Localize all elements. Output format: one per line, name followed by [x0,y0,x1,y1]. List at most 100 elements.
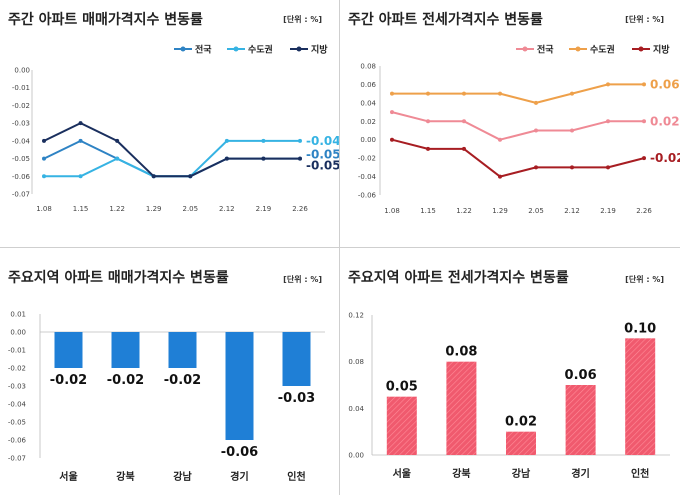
legend-label-1: 수도권 [248,44,273,56]
bar-value-label-0: 0.05 [386,380,418,395]
series-point-1 [642,82,646,87]
y-tick-label: -0.04 [8,401,27,409]
legend-swatch-dot-1 [233,46,239,52]
y-tick-label: -0.02 [12,102,30,110]
y-tick-label: -0.07 [12,191,30,199]
series-point-1 [261,138,266,143]
jeonse-regional-svg: 주요지역 아파트 전세가격지수 변동률 [단위 : %] 0.120.080.0… [348,269,670,480]
y-tick-label: -0.03 [8,383,26,391]
y-tick-label: -0.02 [8,365,26,373]
bar-value-label-3: -0.06 [221,445,258,460]
series-point-2 [390,137,394,142]
y-tick-label: 0.02 [360,118,376,126]
series-point-1 [390,91,394,96]
y-tick-label: -0.04 [358,173,377,181]
sale-regional-svg: 주요지역 아파트 매매가격지수 변동률 [단위 : %] 0.01 0.00 -0.… [8,269,325,483]
series-point-1 [606,82,610,87]
x-tick-label: 2.05 [528,207,544,215]
bar-0 [54,332,83,368]
series-point-0 [642,119,646,124]
bar-2 [168,332,197,368]
series-point-1 [570,91,574,96]
bar-2 [506,431,536,455]
x-axis: 1.08 1.15 1.22 1.29 2.05 2.12 2.19 2.26 [36,205,308,213]
series-point-1 [498,91,502,96]
x-category-label: 경기 [571,467,589,480]
legend-label-1: 수도권 [590,44,615,56]
series-point-1 [42,174,46,179]
y-axis: 0.00 -0.01 -0.02 -0.03 -0.04 -0.05 -0.06 -0.07 [12,67,33,199]
bar-0 [386,396,417,455]
x-category-label: 강북 [116,470,134,483]
bar-value-label-0: -0.02 [50,373,87,388]
sale-weekly-svg: 주간 아파트 매매가격지수 변동률 [단위 : %] 전국 수도권 지방 0.00 -… [8,11,339,213]
series-point-2 [224,156,229,161]
bar-value-label-2: -0.02 [164,373,201,388]
y-tick-label: 0.08 [360,63,376,71]
series-point-0 [606,119,610,124]
bars-group: 0.05 0.08 0.02 0.06 0.10 [386,321,656,455]
end-labels: -0.05-0.04-0.05 [306,134,339,173]
y-tick-label: -0.03 [12,120,30,128]
unit-label: [단위 : %] [625,14,664,24]
x-tick-label: 2.19 [256,205,272,213]
bar-value-label-1: -0.02 [107,373,144,388]
horizontal-divider [0,247,680,248]
y-tick-label: -0.01 [8,347,26,355]
end-label-2: -0.05 [306,159,339,173]
series-point-1 [534,100,538,105]
y-tick-label: 0.00 [348,452,364,460]
series-point-0 [42,156,46,161]
x-tick-label: 1.15 [420,207,436,215]
y-tick-label: 0.08 [348,358,364,366]
series-point-2 [261,156,266,161]
x-axis: 서울 강북 강남 경기 인천 [393,467,650,480]
series-point-1 [298,138,302,143]
series-point-1 [115,156,120,161]
x-tick-label: 1.08 [36,205,52,213]
series-point-2 [426,146,430,151]
series-point-2 [462,146,466,151]
series-point-2 [498,174,502,179]
x-category-label: 강북 [452,467,470,480]
y-tick-label: -0.02 [358,155,376,163]
legend-swatch-dot-0 [522,46,528,52]
end-label-2: -0.02 [650,151,680,165]
series-group [390,82,646,179]
chart-title: 주간 아파트 전세가격지수 변동률 [348,11,543,28]
y-tick-label: -0.05 [8,419,26,427]
y-tick-label: 0.00 [14,67,30,75]
x-tick-label: 1.29 [146,205,162,213]
chart-title: 주간 아파트 매매가격지수 변동률 [8,11,203,28]
unit-label: [단위 : %] [283,14,322,24]
y-tick-label: -0.05 [12,155,30,163]
legend-label-0: 전국 [537,44,554,56]
series-point-0 [570,128,574,133]
y-tick-label: -0.07 [8,455,26,463]
series-line-2 [391,138,645,178]
y-tick-label: 0.12 [348,312,364,320]
bar-value-label-4: 0.10 [624,321,656,336]
x-tick-label: 1.15 [73,205,89,213]
series-point-2 [115,138,120,143]
series-point-1 [78,174,83,179]
series-point-0 [390,110,394,115]
bar-3 [225,332,254,440]
series-point-2 [570,165,574,170]
bar-value-label-4: -0.03 [278,391,315,406]
x-tick-label: 2.19 [600,207,616,215]
bar-value-label-2: 0.02 [505,415,537,430]
series-point-2 [534,165,538,170]
series-point-1 [224,138,229,143]
bar-1 [111,332,140,368]
legend: 전국 수도권 지방 [516,44,670,56]
y-tick-label: -0.06 [358,192,377,200]
end-label-1: -0.04 [306,134,339,148]
x-category-label: 서울 [393,467,411,480]
y-axis: 0.010.00-0.01-0.02-0.03-0.04-0.05-0.06-0… [8,311,325,463]
bar-value-label-1: 0.08 [445,345,477,360]
series-point-0 [462,119,466,124]
x-category-label: 강남 [512,467,531,480]
legend-swatch-dot-2 [296,46,302,52]
series-point-1 [426,91,430,96]
